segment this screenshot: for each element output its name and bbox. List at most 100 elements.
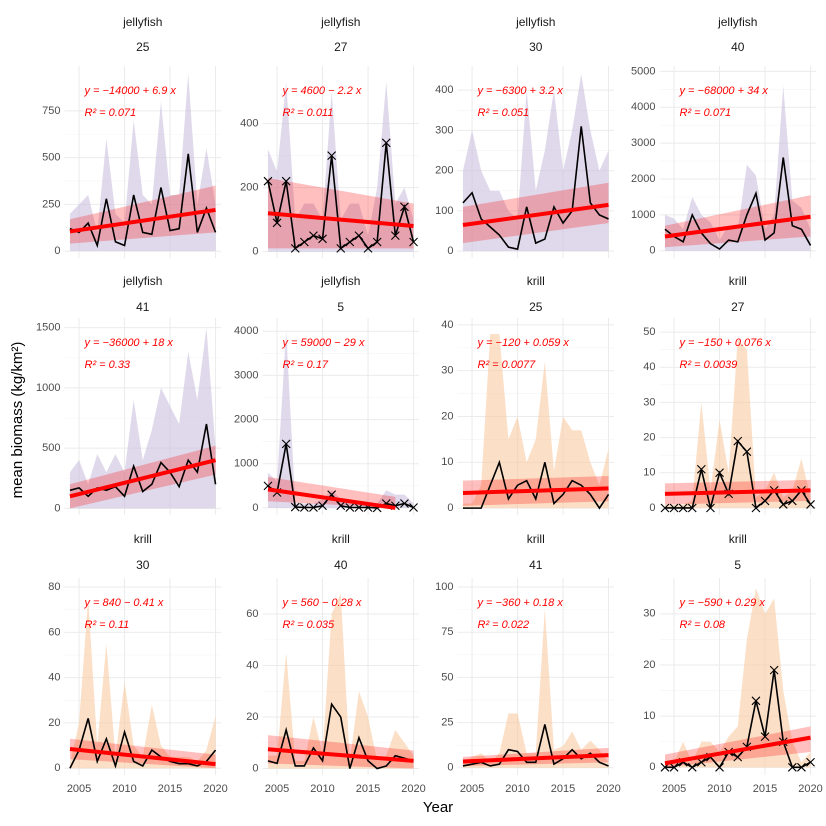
trend-line bbox=[664, 214, 811, 239]
r-squared: R² = 0.11 bbox=[85, 619, 130, 631]
panel-subtitle: 25 bbox=[136, 40, 150, 54]
y-tick-label: 60 bbox=[48, 626, 60, 638]
point-marker bbox=[336, 244, 346, 253]
trend-band bbox=[664, 195, 811, 248]
x-tick-label: 2020 bbox=[401, 783, 425, 795]
panel-title: jellyfish bbox=[122, 15, 162, 29]
x-axis-title: Year bbox=[423, 799, 453, 816]
y-tick-label: 50 bbox=[643, 326, 655, 338]
panel-subtitle: 30 bbox=[529, 40, 543, 54]
y-tick-label: 0 bbox=[447, 245, 453, 257]
y-tick-label: 400 bbox=[240, 118, 258, 130]
equation: y = −120 + 0.059 x bbox=[477, 337, 570, 349]
point-marker bbox=[263, 176, 273, 186]
point-marker bbox=[715, 762, 724, 772]
data-line bbox=[69, 153, 217, 249]
y-tick-label: 3000 bbox=[234, 369, 258, 381]
y-tick-label: 10 bbox=[441, 456, 453, 468]
y-tick-label: 100 bbox=[435, 581, 453, 593]
point-marker bbox=[400, 499, 409, 508]
y-tick-label: 40 bbox=[441, 319, 453, 331]
panel-title: krill bbox=[527, 274, 545, 288]
panel-title: krill bbox=[527, 532, 545, 546]
panel-subtitle: 30 bbox=[136, 558, 150, 572]
y-tick-label: 0 bbox=[54, 762, 60, 774]
y-tick-label: 0 bbox=[54, 245, 60, 257]
trend-line bbox=[267, 747, 414, 763]
trend-line bbox=[267, 211, 414, 228]
point-marker bbox=[309, 503, 318, 512]
point-marker bbox=[372, 237, 382, 247]
point-marker bbox=[660, 503, 670, 513]
y-tick-label: 100 bbox=[435, 205, 453, 217]
y-tick-label: 0 bbox=[252, 502, 258, 514]
trend-line bbox=[462, 753, 609, 764]
r-squared: R² = 0.17 bbox=[283, 359, 329, 371]
equation: y = −150 + 0.076 x bbox=[679, 337, 772, 349]
x-tick-label: 2005 bbox=[460, 783, 484, 795]
point-marker bbox=[299, 237, 309, 247]
panel-title: krill bbox=[332, 532, 350, 546]
trend-line bbox=[69, 458, 217, 499]
y-tick-label: 20 bbox=[643, 432, 655, 444]
equation: y = −36000 + 18 x bbox=[84, 337, 174, 349]
y-tick-label: 0 bbox=[54, 502, 60, 514]
r-squared: R² = 0.0039 bbox=[680, 359, 738, 371]
range-band bbox=[69, 598, 216, 769]
equation: y = −68000 + 34 x bbox=[679, 85, 769, 97]
point-marker bbox=[797, 762, 806, 772]
equation: y = −590 + 0.29 x bbox=[679, 597, 766, 609]
point-marker bbox=[760, 496, 770, 506]
point-marker bbox=[806, 757, 815, 767]
data-line bbox=[267, 702, 414, 770]
y-tick-label: 200 bbox=[435, 165, 453, 177]
trend-line bbox=[664, 735, 811, 766]
y-tick-label: 0 bbox=[649, 502, 655, 514]
y-tick-label: 750 bbox=[42, 105, 60, 117]
point-marker bbox=[778, 500, 788, 509]
y-tick-label: 1000 bbox=[36, 382, 60, 394]
range-band bbox=[69, 327, 216, 509]
point-marker bbox=[318, 501, 327, 511]
point-marker bbox=[327, 151, 337, 160]
x-tick-label: 2015 bbox=[356, 783, 380, 795]
trend-line bbox=[462, 486, 609, 496]
point-marker bbox=[806, 500, 815, 509]
y-tick-label: 0 bbox=[447, 762, 453, 774]
point-marker bbox=[787, 762, 797, 772]
point-marker bbox=[669, 762, 679, 772]
panel-subtitle: 27 bbox=[731, 300, 745, 314]
panel-subtitle: 40 bbox=[731, 40, 745, 54]
range-band bbox=[664, 588, 811, 768]
point-marker bbox=[409, 237, 418, 247]
trend-band bbox=[267, 178, 414, 249]
point-marker bbox=[400, 202, 409, 212]
y-tick-label: 75 bbox=[441, 626, 453, 638]
equation: y = −6300 + 3.2 x bbox=[477, 85, 564, 97]
y-tick-label: 200 bbox=[240, 182, 258, 194]
point-marker bbox=[742, 447, 752, 457]
panel-subtitle: 25 bbox=[529, 300, 543, 314]
y-tick-label: 20 bbox=[246, 711, 258, 723]
y-tick-label: 10 bbox=[643, 710, 655, 722]
equation: y = 4600 − 2.2 x bbox=[282, 85, 362, 97]
range-band bbox=[267, 593, 414, 769]
panel-subtitle: 5 bbox=[734, 558, 741, 572]
y-tick-label: 300 bbox=[435, 124, 453, 136]
data-line bbox=[462, 126, 609, 251]
equation: y = 560 − 0.28 x bbox=[282, 597, 362, 609]
panel-title: krill bbox=[729, 532, 747, 546]
trend-line bbox=[69, 207, 216, 234]
point-marker bbox=[354, 231, 364, 240]
y-tick-label: 50 bbox=[441, 671, 453, 683]
x-tick-label: 2010 bbox=[112, 783, 136, 795]
point-marker bbox=[345, 237, 355, 247]
data-line bbox=[664, 157, 812, 251]
x-tick-label: 2020 bbox=[203, 783, 227, 795]
point-marker bbox=[687, 762, 697, 772]
point-marker bbox=[751, 696, 761, 706]
point-marker bbox=[760, 732, 770, 742]
y-tick-label: 25 bbox=[441, 716, 453, 728]
range-band bbox=[462, 608, 609, 768]
